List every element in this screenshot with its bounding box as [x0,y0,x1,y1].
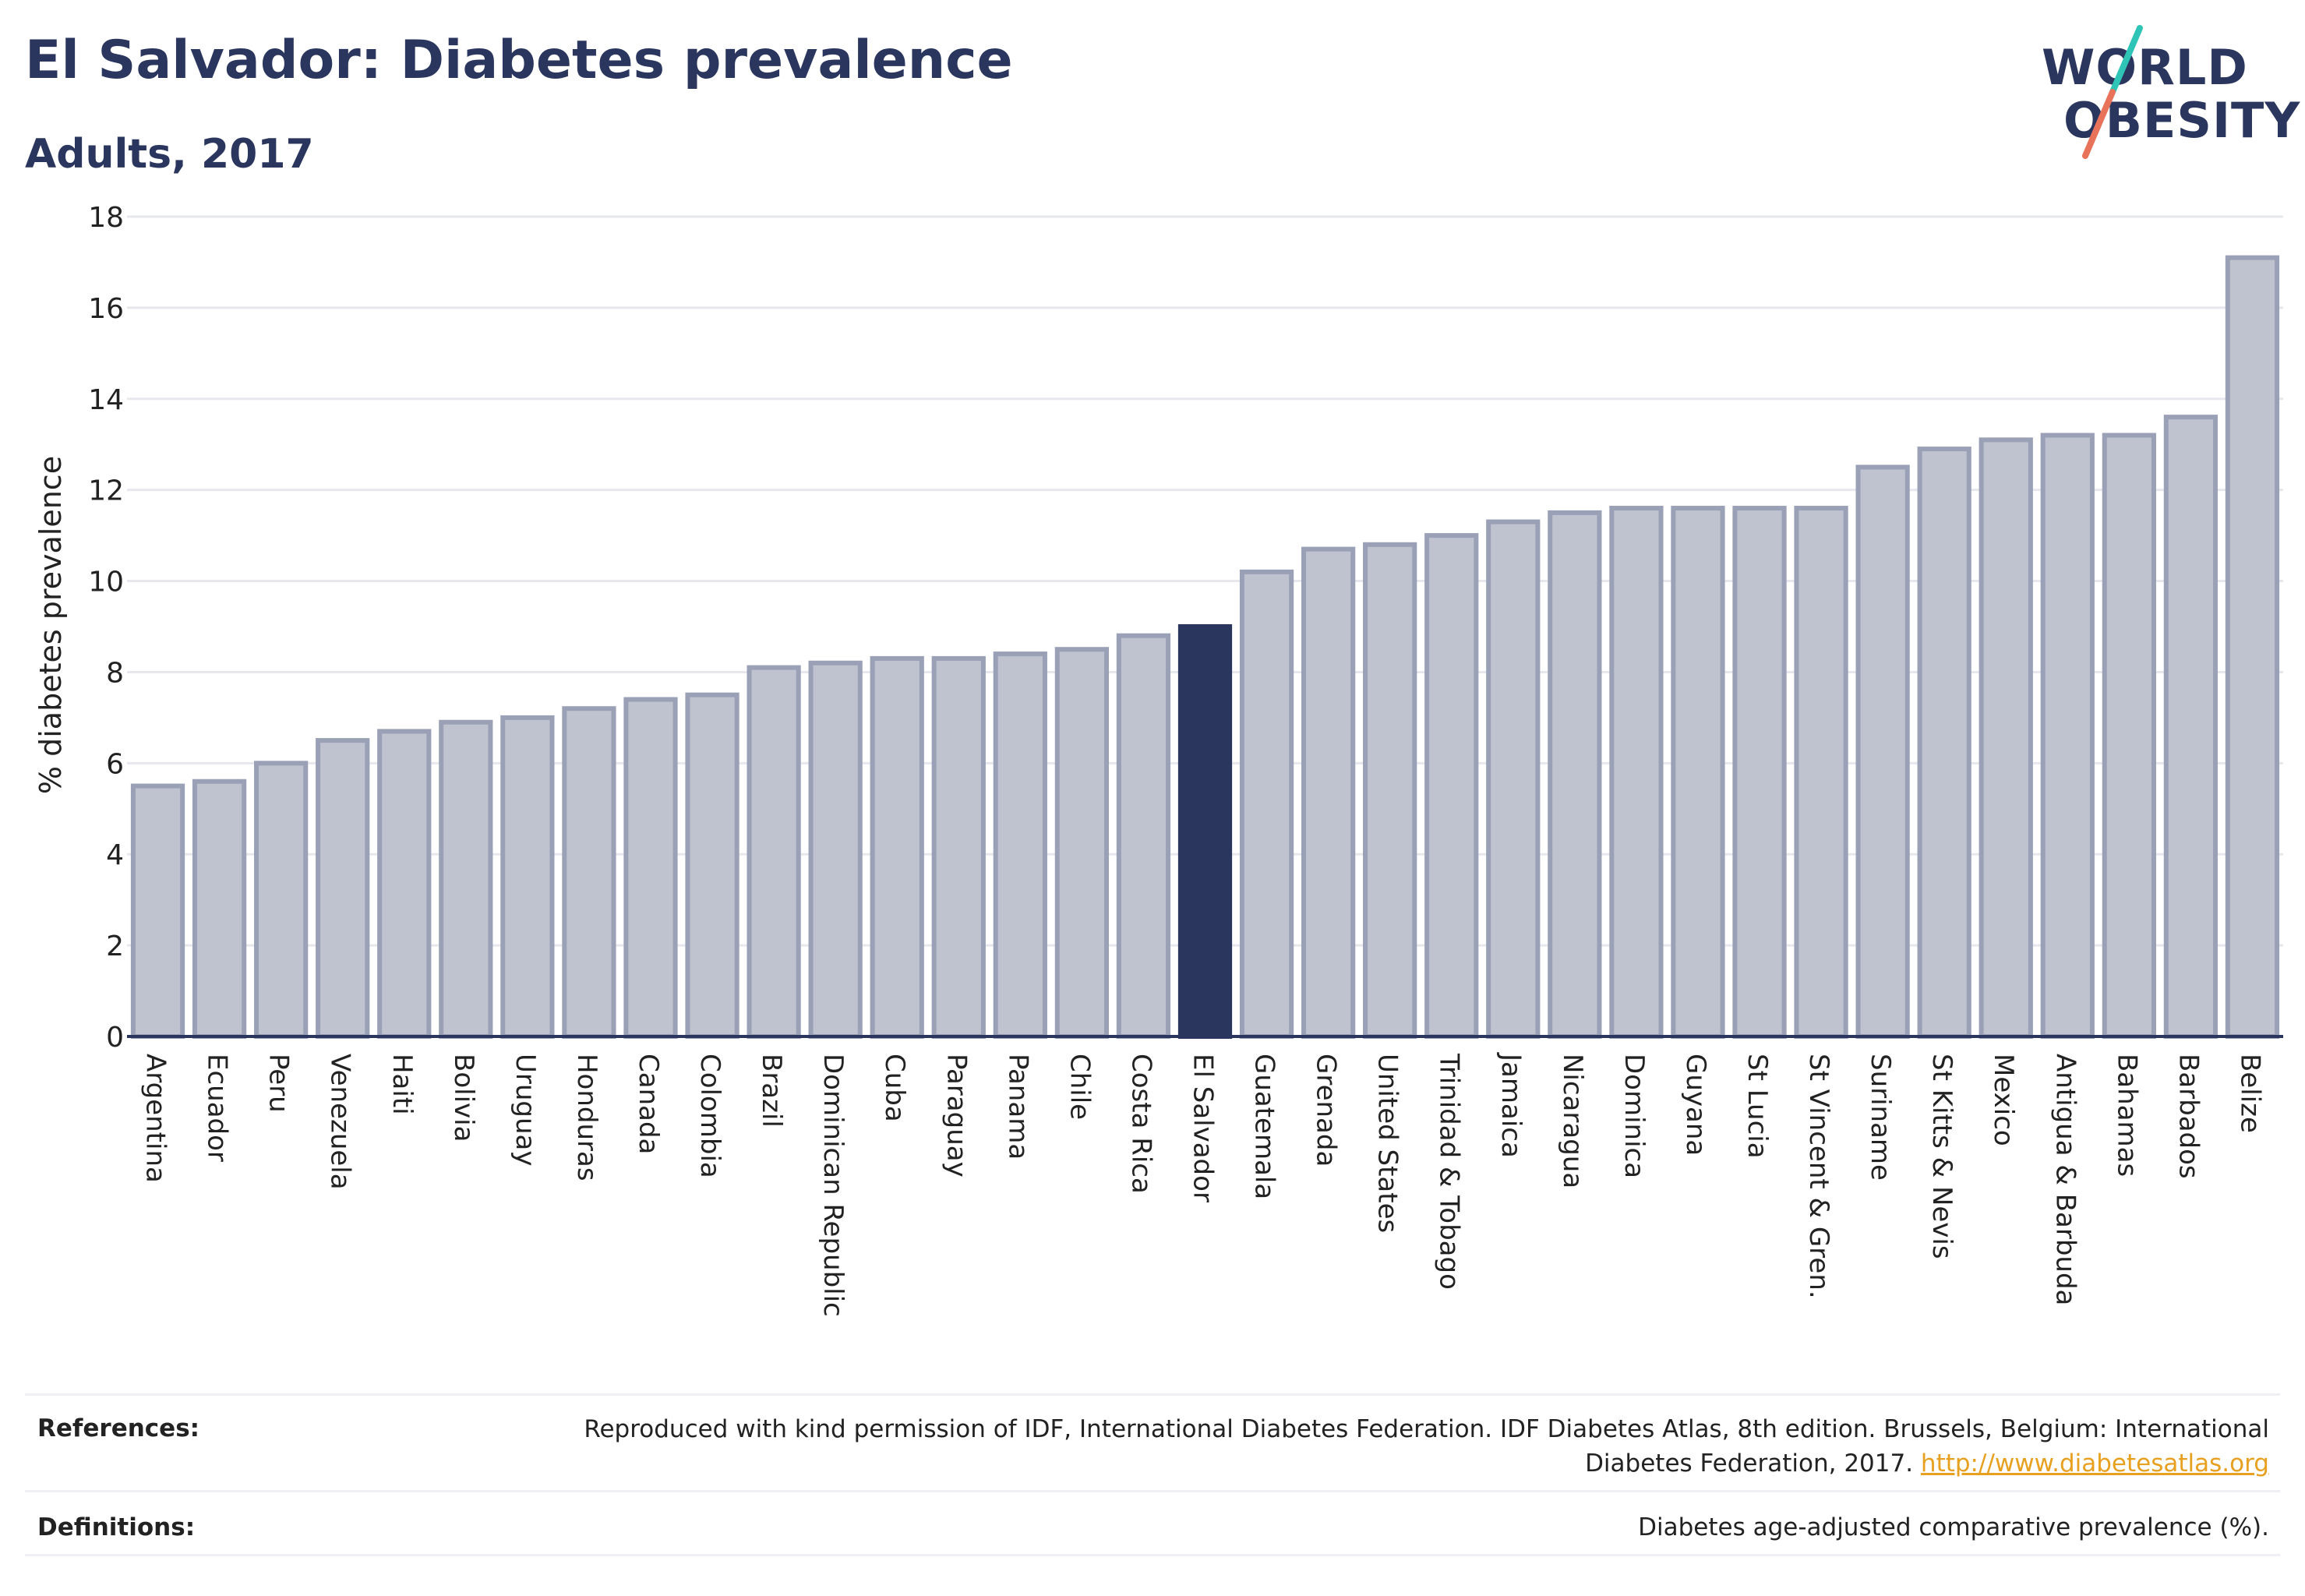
bar [316,738,370,1039]
x-tick-label: Jamaica [1495,1052,1527,1158]
x-tick-label: Panama [1002,1054,1033,1160]
x-tick-label: Brazil [756,1054,787,1128]
y-tick-label: 14 [88,384,124,416]
definitions-label: Definitions: [37,1513,196,1541]
x-tick-label: Canada [633,1054,664,1154]
bar [2040,433,2095,1039]
bar-chart: 0 2 4 6 8 10 12 14 16 18 Argentina Ecuador Peru Venez… [34,202,2283,1317]
bar [254,761,309,1039]
x-tick-label: Dominican Republic [817,1054,849,1317]
x-tick-label: Peru [263,1054,295,1113]
bar [562,706,616,1039]
x-tick-label: Mexico [1988,1054,2019,1146]
y-tick-label: 10 [88,567,124,598]
x-tick-label: Nicaragua [1557,1054,1588,1188]
x-tick-label: Guatemala [1249,1054,1280,1199]
x-tick-label: El Salvador [1188,1054,1219,1202]
bar [192,779,247,1039]
references-link[interactable]: http://www.diabetesatlas.org [1920,1449,2269,1478]
bar [439,719,493,1039]
divider-top [25,1393,2280,1396]
x-tick-label: Honduras [571,1054,602,1181]
bar-highlight [1177,624,1233,1039]
x-tick-label: Costa Rica [1125,1054,1156,1194]
x-tick-label: Trinidad & Tobago [1434,1053,1465,1290]
x-tick-label: Grenada [1311,1054,1342,1167]
bar [747,665,801,1039]
bar [993,651,1047,1039]
references-label: References: [37,1414,200,1442]
logo-line-1: WORLD [2042,39,2248,96]
divider-middle [25,1490,2280,1492]
x-tick-label: Dominica [1618,1054,1650,1178]
bar [2225,255,2280,1040]
y-tick-label: 2 [106,930,124,962]
x-tick-label: Venezuela [325,1054,356,1190]
x-tick-label: Cuba [879,1054,910,1122]
bar [931,655,986,1040]
bars [130,255,2280,1040]
x-tick-label: Barbados [2173,1054,2204,1179]
x-tick-label: Guyana [1680,1054,1711,1156]
x-tick-label: United States [1372,1054,1403,1233]
bar [1794,506,1848,1039]
chart-subtitle: Adults, 2017 [25,131,314,178]
bar [685,692,740,1040]
bar [1732,506,1787,1039]
x-tick-label: Colombia [694,1054,725,1178]
bar [1978,437,2033,1039]
y-axis-label: % diabetes prevalence [34,456,68,794]
y-tick-label: 0 [106,1022,124,1054]
bar [1855,464,1910,1039]
bar [623,697,678,1039]
x-tick-label: Chile [1064,1054,1095,1120]
bar [1363,542,1417,1039]
y-tick-label: 18 [88,202,124,234]
bar [1548,510,1602,1039]
y-tick-label: 4 [106,839,124,871]
x-tick-label: St Kitts & Nevis [1926,1054,1957,1259]
bar [130,783,185,1039]
y-tick-label: 12 [88,475,124,507]
chart-title: El Salvador: Diabetes prevalence [25,30,1013,91]
x-tick-label: Antigua & Barbuda [2049,1054,2081,1305]
world-obesity-logo: WORLD OBESITY [2026,23,2300,164]
x-tick-label: Paraguay [941,1054,972,1178]
bar [1239,569,1294,1039]
bar [2163,415,2219,1039]
y-tick-label: 6 [106,748,124,780]
references-body: Reproduced with kind permission of IDF, … [584,1415,2269,1478]
bar [1424,533,1479,1039]
bar [377,729,432,1040]
x-tick-label: Suriname [1865,1054,1896,1181]
bar [1054,647,1110,1039]
x-tick-label: Argentina [140,1054,171,1183]
divider-bottom [25,1554,2280,1556]
x-tick-label: Uruguay [510,1054,541,1167]
references-text: Reproduced with kind permission of IDF, … [555,1412,2269,1481]
bar [2102,433,2156,1039]
x-tick-label: Bahamas [2111,1054,2142,1177]
bar [1671,506,1725,1039]
x-tick-label: Bolivia [448,1054,479,1142]
x-tick-label: St Lucia [1742,1054,1773,1159]
bar [870,655,924,1040]
definitions-text: Diabetes age-adjusted comparative preval… [1638,1513,2269,1541]
x-tick-label: Ecuador [202,1054,233,1162]
x-tick-label: St Vincent & Gren. [1803,1054,1834,1299]
bar [808,660,863,1039]
bar [1609,506,1664,1039]
bar [1116,633,1171,1039]
y-tick-label: 8 [106,657,124,689]
x-tick-label: Belize [2234,1054,2265,1133]
bar [500,715,555,1040]
logo-slash-icon [2082,25,2143,159]
bar [1917,447,1971,1039]
axes: 0 2 4 6 8 10 12 14 16 18 Argentina Ecuador Peru Venez… [88,202,2283,1317]
bar [1301,546,1356,1039]
bar [1486,519,1541,1039]
y-tick-label: 16 [88,293,124,325]
x-tick-label: Haiti [387,1054,418,1115]
